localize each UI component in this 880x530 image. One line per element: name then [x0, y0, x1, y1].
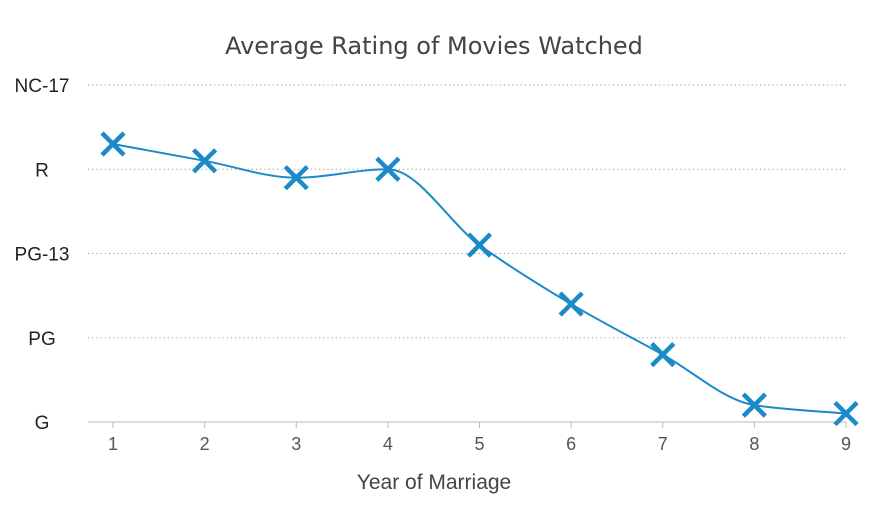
x-tick-label: 2 [200, 434, 210, 454]
x-tick-label: 5 [474, 434, 484, 454]
data-point [650, 342, 676, 368]
x-tick-label: 9 [841, 434, 851, 454]
x-tick-label: 8 [749, 434, 759, 454]
data-point [192, 148, 218, 174]
data-point [283, 165, 309, 191]
chart-title: Average Rating of Movies Watched [225, 32, 643, 60]
series-line [112, 142, 847, 415]
data-point [833, 400, 859, 427]
data-point [375, 156, 401, 182]
x-tick-label: 6 [566, 434, 576, 454]
y-tick-label: PG-13 [15, 245, 70, 266]
data-point [558, 291, 584, 317]
y-tick-label: PG [28, 329, 55, 350]
y-tick-label: G [35, 413, 50, 434]
y-tick-label: R [35, 160, 49, 181]
x-tick-label: 1 [108, 434, 118, 454]
grid-lines [88, 84, 846, 423]
x-tick-label: 7 [658, 434, 668, 454]
x-tick-label: 4 [383, 434, 393, 454]
y-tick-labels: G PG PG-13 R NC-17 [15, 76, 70, 434]
data-point [100, 131, 126, 157]
data-point [741, 392, 767, 418]
series-layer [112, 142, 847, 415]
x-axis-label: Year of Marriage [357, 471, 511, 494]
x-tick-label: 3 [291, 434, 301, 454]
x-tick-labels: 1 2 3 4 5 6 7 8 9 [108, 422, 851, 454]
y-tick-label: NC-17 [15, 76, 70, 97]
data-point [466, 232, 493, 258]
data-markers [100, 131, 859, 427]
